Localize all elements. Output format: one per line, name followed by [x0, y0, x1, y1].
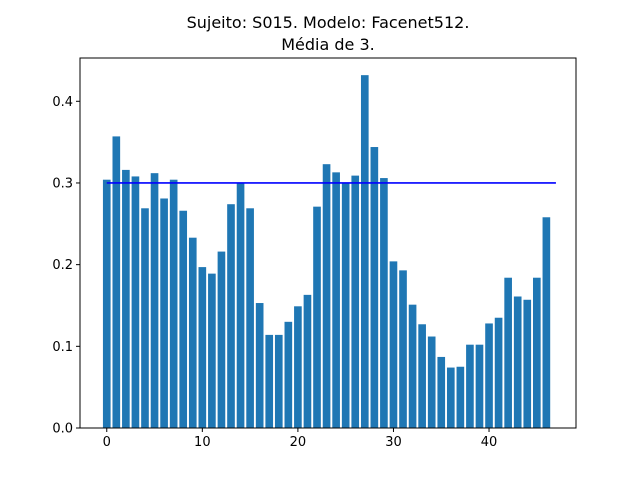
bar-29	[380, 178, 388, 428]
plot-area-frame	[79, 57, 577, 429]
bar-37	[456, 366, 465, 428]
bar-33	[418, 324, 426, 428]
bar-34	[427, 336, 436, 428]
bar-7	[169, 179, 178, 428]
bar-3	[131, 176, 140, 428]
x-tick-label-0: 0	[103, 435, 111, 450]
bar-17	[265, 334, 274, 428]
bar-41	[494, 317, 503, 428]
x-tick-label-20: 20	[290, 435, 307, 450]
bar-5	[150, 173, 159, 428]
bar-40	[485, 323, 493, 428]
chart-title-line-1: Sujeito: S015. Modelo: Facenet512.	[187, 13, 470, 32]
chart-title-line-2: Média de 3.	[281, 35, 375, 54]
bar-11	[208, 273, 216, 428]
x-tick-label-30: 30	[385, 435, 402, 450]
bar-4	[141, 208, 149, 428]
bar-9	[188, 237, 197, 428]
bar-30	[389, 261, 398, 428]
bar-16	[255, 303, 264, 428]
bar-46	[542, 217, 551, 428]
y-tick-label-0.4: 0.4	[52, 95, 73, 110]
bar-19	[284, 321, 293, 428]
bar-0	[102, 179, 111, 428]
bar-18	[274, 334, 283, 428]
bar-39	[475, 344, 484, 428]
bar-12	[217, 251, 226, 428]
bars-group	[102, 75, 551, 429]
x-axis: 0 10 20 30 40	[103, 428, 498, 450]
y-tick-label-0.1: 0.1	[52, 340, 73, 355]
bar-35	[437, 356, 446, 428]
x-tick-label-10: 10	[194, 435, 211, 450]
bar-8	[179, 210, 188, 428]
bar-14	[236, 182, 245, 428]
bar-2	[122, 169, 130, 429]
bar-20	[294, 306, 302, 428]
bar-36	[446, 367, 455, 428]
y-tick-label-0.3: 0.3	[52, 176, 73, 191]
bar-21	[303, 294, 312, 428]
bar-42	[504, 277, 512, 428]
bar-27	[360, 75, 369, 429]
bar-31	[399, 270, 407, 428]
bar-23	[322, 164, 331, 428]
bar-26	[351, 175, 360, 428]
bar-15	[246, 208, 254, 428]
y-tick-label-0.0: 0.0	[52, 422, 73, 437]
bar-38	[466, 344, 474, 428]
x-tick-label-40: 40	[481, 435, 498, 450]
bar-6	[160, 198, 168, 428]
bar-44	[523, 299, 532, 428]
bar-25	[341, 182, 350, 428]
bar-22	[313, 206, 321, 428]
bar-45	[532, 277, 541, 428]
bar-43	[513, 296, 522, 428]
bar-1	[112, 136, 121, 429]
bar-32	[408, 304, 417, 428]
bar-24	[332, 172, 340, 428]
bar-28	[370, 147, 379, 429]
bar-13	[227, 204, 235, 428]
bar-10	[198, 267, 207, 428]
y-axis: 0.0 0.1 0.2 0.3 0.4	[52, 95, 80, 437]
y-tick-label-0.2: 0.2	[52, 258, 73, 273]
